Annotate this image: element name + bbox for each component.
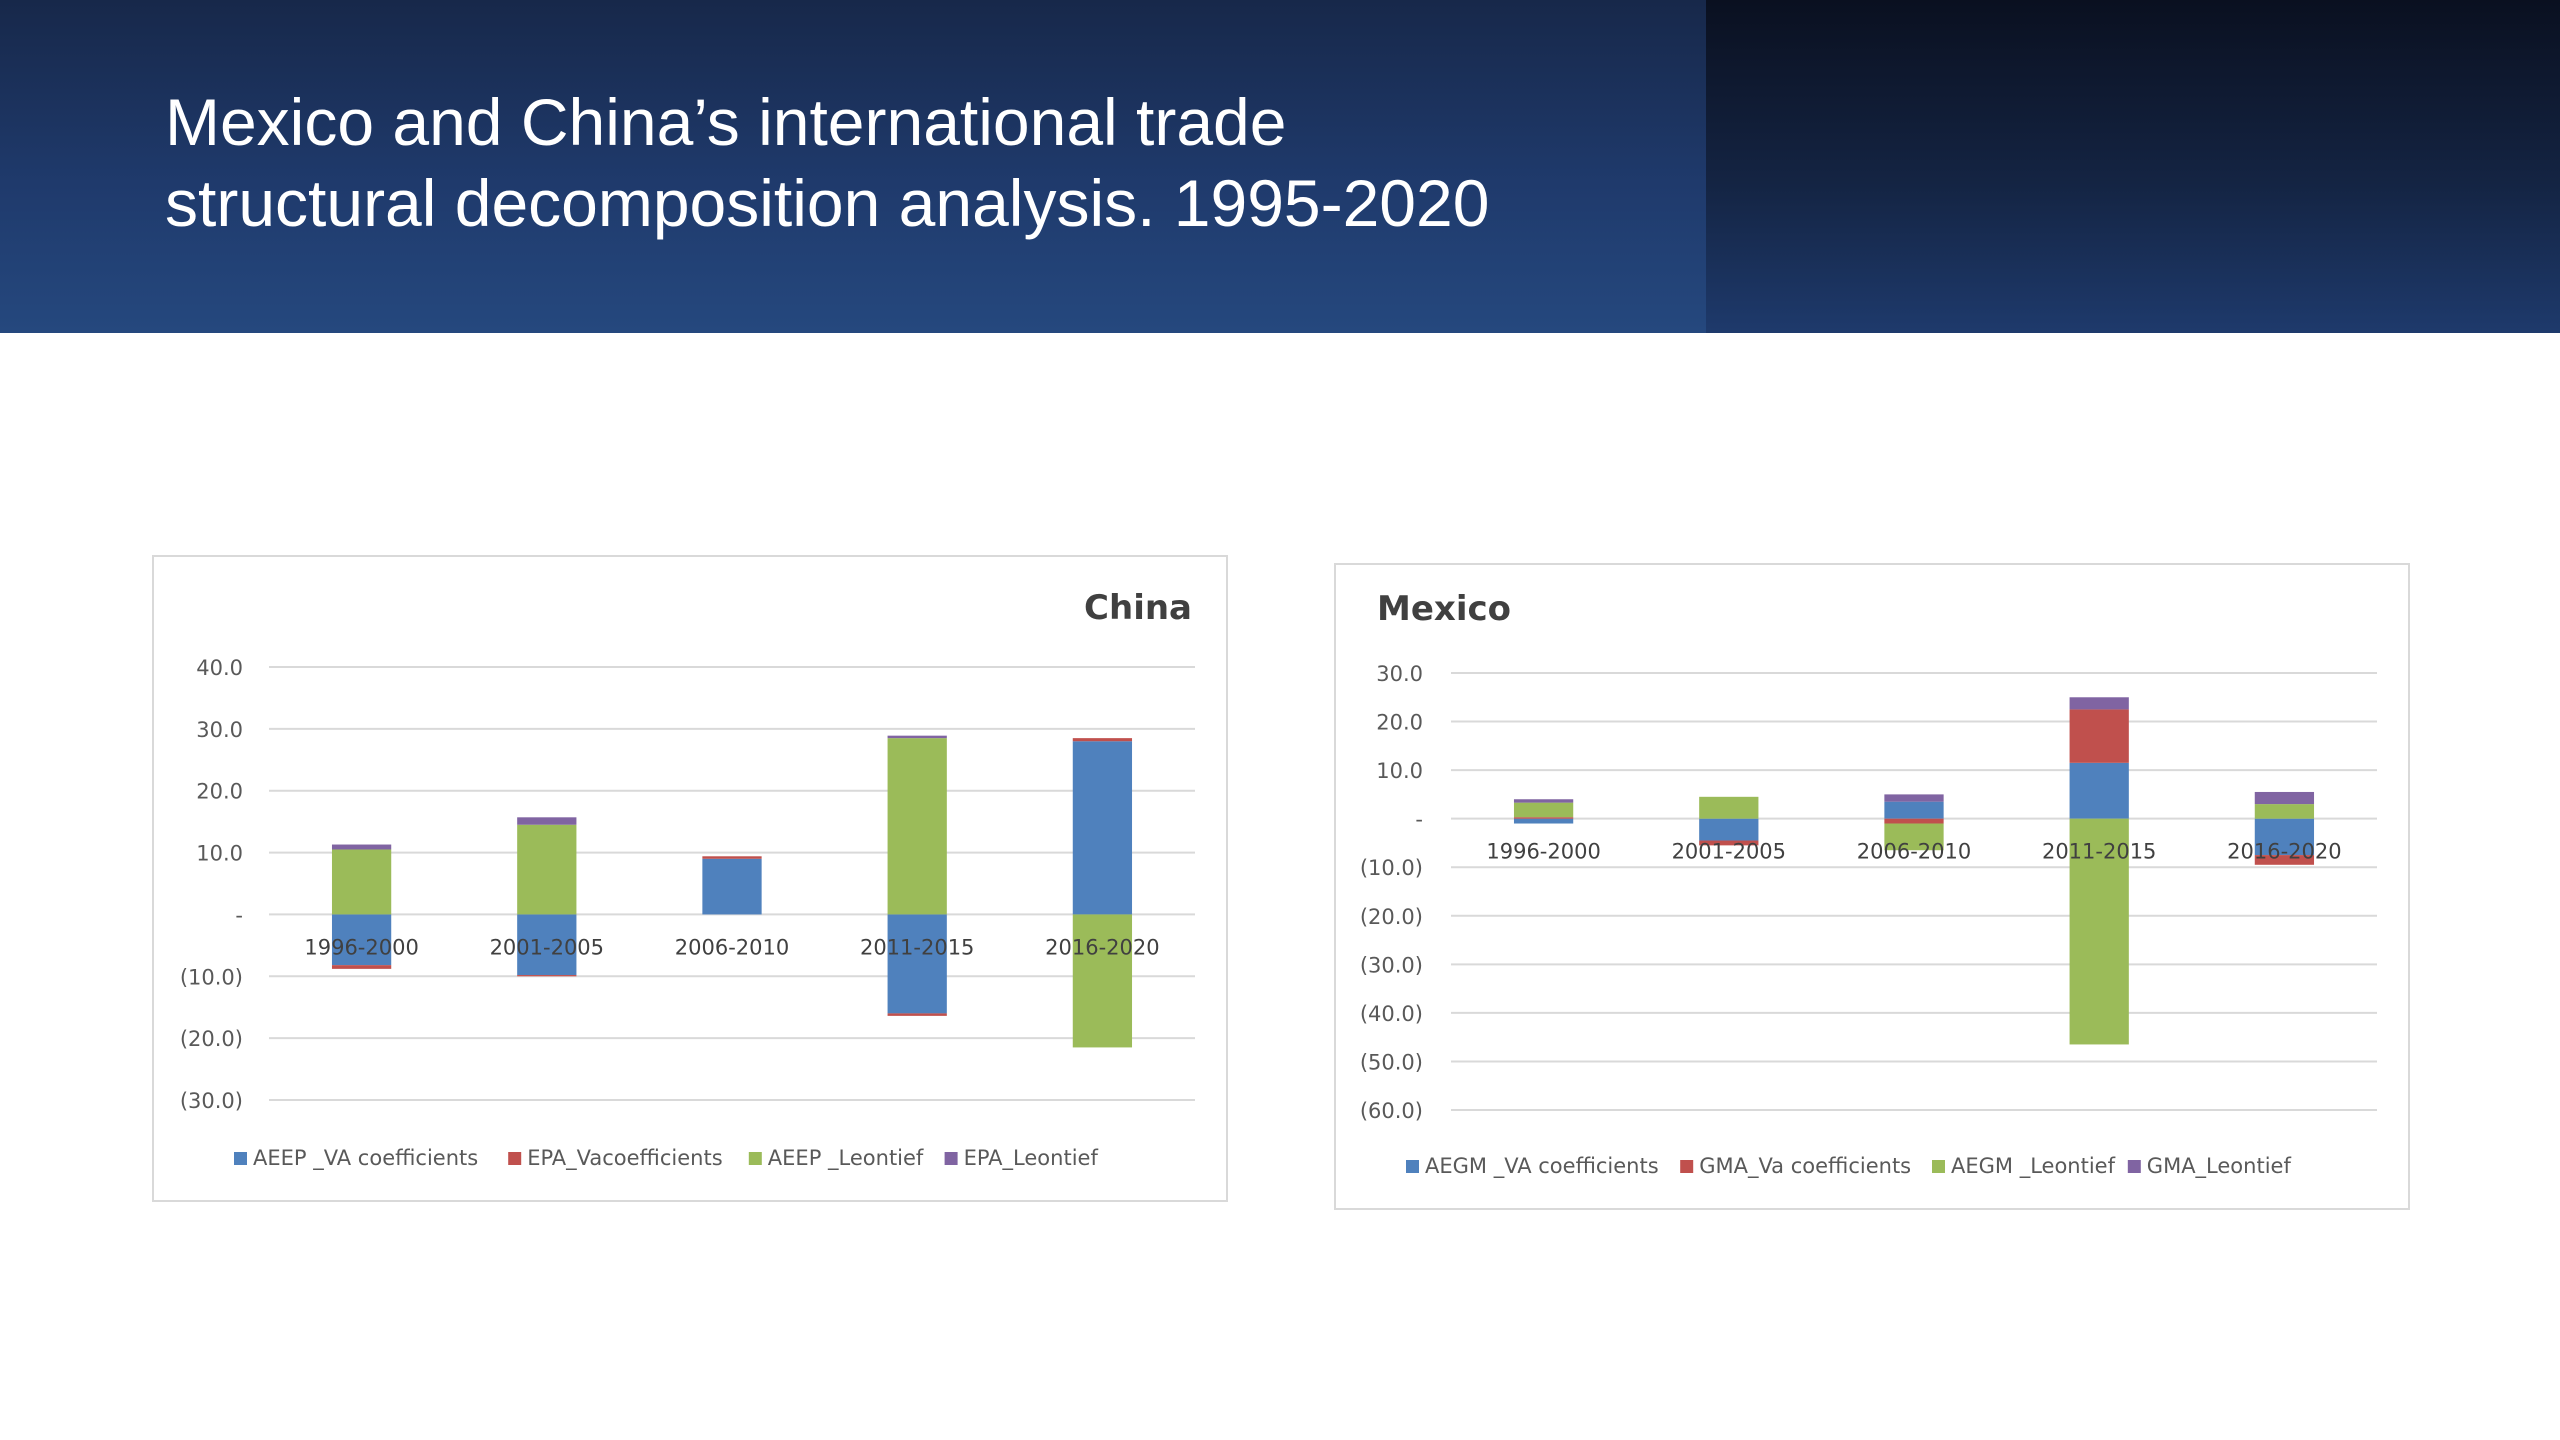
china-bar-2011-2015-epa-leontief bbox=[887, 735, 947, 739]
slide-title: Mexico and China’s international trade s… bbox=[165, 82, 1489, 244]
china-chart[interactable]: 40.0 30.0 20.0 10.0 - (10.0) (20.0) (30.0) 1996-… bbox=[152, 555, 1228, 1202]
mexico-bar-1996-2000-gma-leontief bbox=[1513, 799, 1574, 803]
mexico-bar-1996-2000-gma-va-coefficients bbox=[1513, 817, 1574, 819]
mexico-chart-svg: 30.0 20.0 10.0 - (10.0) (20.0) (30.0) (40.0) (50… bbox=[1360, 589, 2377, 1179]
china-legend-swatch-epa-leontief bbox=[944, 1152, 958, 1165]
mexico-bar-1996-2000-aegm-va-coefficients bbox=[1513, 818, 1574, 824]
china-x-tick-label: 1996-2000 bbox=[304, 935, 418, 959]
china-x-tick-label: 2001-2005 bbox=[490, 935, 604, 959]
china-legend-label: AEEP _Leontief bbox=[768, 1146, 924, 1171]
mexico-y-tick-label: - bbox=[1415, 808, 1423, 832]
china-x-tick-label: 2006-2010 bbox=[675, 935, 789, 959]
mexico-bar-2001-2005-aegm-va-coefficients bbox=[1699, 818, 1759, 841]
mexico-y-tick-label: 20.0 bbox=[1376, 711, 1423, 735]
mexico-x-tick-label: 2011-2015 bbox=[2042, 840, 2156, 864]
header-band-left bbox=[0, 0, 1706, 333]
mexico-legend-label: AEGM _Leontief bbox=[1951, 1154, 2116, 1179]
slide-title-line-2: structural decomposition analysis. 1995-… bbox=[165, 166, 1490, 240]
mexico-bar-2006-2010-aegm-va-coefficients bbox=[1884, 801, 1944, 819]
china-legend-label: EPA_Leontief bbox=[964, 1146, 1099, 1171]
china-y-tick-label: - bbox=[235, 903, 243, 927]
mexico-bar-2011-2015-aegm-va-coefficients bbox=[2069, 762, 2129, 819]
mexico-bar-2016-2020-aegm-leontief bbox=[2254, 804, 2315, 819]
china-bar-2011-2015-epa-vacoefficients bbox=[887, 1013, 947, 1016]
mexico-legend-swatch-gma-leontief bbox=[2127, 1160, 2141, 1173]
china-bar-1996-2000-epa-vacoefficients bbox=[331, 965, 392, 969]
slide-header: Mexico and China’s international trade s… bbox=[0, 0, 2560, 333]
china-bar-1996-2000-aeep-leontief bbox=[331, 849, 392, 915]
mexico-x-tick-label: 2016-2020 bbox=[2227, 840, 2341, 864]
china-y-tick-label: (10.0) bbox=[180, 965, 243, 989]
mexico-bar-2006-2010-aegm-leontief bbox=[1884, 823, 1944, 851]
china-bar-2016-2020-aeep-leontief bbox=[1072, 914, 1133, 1048]
mexico-bar-2006-2010-gma-va-coefficients bbox=[1884, 818, 1944, 824]
china-chart-title: China bbox=[1084, 588, 1192, 628]
china-bar-1996-2000-aeep-va-coefficients bbox=[331, 914, 392, 966]
mexico-bar-2011-2015-gma-leontief bbox=[2069, 697, 2129, 710]
china-legend-swatch-aeep-leontief bbox=[748, 1152, 762, 1165]
mexico-legend-label: AEGM _VA coefficients bbox=[1425, 1154, 1659, 1179]
china-bar-2006-2010-aeep-va-coefficients bbox=[702, 858, 762, 915]
china-legend-swatch-aeep-va-coefficients bbox=[234, 1152, 247, 1165]
china-x-tick-label: 2011-2015 bbox=[860, 935, 974, 959]
mexico-y-tick-label: (10.0) bbox=[1360, 856, 1423, 880]
china-bar-2001-2005-aeep-va-coefficients bbox=[517, 914, 577, 976]
mexico-x-tick-label: 1996-2000 bbox=[1486, 840, 1600, 864]
mexico-bar-2011-2015-gma-va-coefficients bbox=[2069, 709, 2129, 763]
china-bar-2016-2020-aeep-va-coefficients bbox=[1072, 741, 1133, 915]
mexico-legend-label: GMA_Leontief bbox=[2147, 1154, 2292, 1179]
mexico-bar-2016-2020-gma-leontief bbox=[2254, 791, 2315, 805]
china-bar-2016-2020-epa-vacoefficients bbox=[1072, 738, 1133, 742]
china-bar-2001-2005-aeep-leontief bbox=[517, 824, 577, 915]
mexico-bar-2001-2005-aegm-leontief bbox=[1699, 796, 1759, 819]
mexico-bar-1996-2000-aegm-leontief bbox=[1513, 802, 1574, 818]
china-chart-svg: 40.0 30.0 20.0 10.0 - (10.0) (20.0) (30.0) 1996-… bbox=[180, 588, 1195, 1171]
mexico-bar-2016-2020-aegm-va-coefficients bbox=[2254, 818, 2315, 856]
mexico-y-tick-label: 10.0 bbox=[1376, 759, 1423, 783]
mexico-bar-2011-2015-aegm-leontief bbox=[2069, 818, 2129, 1045]
mexico-y-tick-label: (40.0) bbox=[1360, 1002, 1423, 1026]
mexico-legend-swatch-aegm-va-coefficients bbox=[1406, 1160, 1419, 1173]
header-band-right bbox=[1706, 0, 2560, 333]
china-x-tick-label: 2016-2020 bbox=[1045, 935, 1159, 959]
china-legend-label: EPA_Vacoefficients bbox=[527, 1146, 722, 1171]
mexico-chart-title: Mexico bbox=[1377, 589, 1511, 629]
china-bar-2001-2005-epa-vacoefficients bbox=[517, 975, 577, 977]
mexico-y-tick-label: (50.0) bbox=[1360, 1050, 1423, 1074]
china-legend-swatch-epa-vacoefficients bbox=[508, 1152, 522, 1165]
mexico-chart[interactable]: 30.0 20.0 10.0 - (10.0) (20.0) (30.0) (40.0) (50… bbox=[1334, 563, 2410, 1210]
mexico-x-tick-label: 2006-2010 bbox=[1857, 840, 1971, 864]
china-bar-2011-2015-aeep-va-coefficients bbox=[887, 914, 947, 1014]
china-bar-1996-2000-epa-leontief bbox=[331, 844, 392, 850]
china-legend-label: AEEP _VA coefficients bbox=[253, 1146, 478, 1171]
china-y-tick-label: 40.0 bbox=[196, 656, 243, 680]
china-y-tick-label: 30.0 bbox=[196, 718, 243, 742]
mexico-legend-swatch-gma-va-coefficients bbox=[1680, 1160, 1694, 1173]
slide-title-line-1: Mexico and China’s international trade bbox=[165, 85, 1287, 159]
china-bar-2006-2010-epa-vacoefficients bbox=[702, 856, 762, 859]
china-bar-2001-2005-epa-leontief bbox=[517, 817, 577, 825]
china-bar-2011-2015-aeep-leontief bbox=[887, 738, 947, 915]
mexico-bar-2016-2020-gma-va-coefficients bbox=[2254, 855, 2315, 865]
china-y-tick-label: 10.0 bbox=[196, 842, 243, 866]
mexico-legend-swatch-aegm-leontief bbox=[1932, 1160, 1945, 1173]
mexico-bar-2006-2010-gma-leontief bbox=[1884, 794, 1944, 802]
china-y-tick-label: (30.0) bbox=[180, 1089, 243, 1113]
mexico-y-tick-label: 30.0 bbox=[1376, 662, 1423, 686]
mexico-bar-2001-2005-gma-va-coefficients bbox=[1699, 840, 1759, 846]
china-y-tick-label: 20.0 bbox=[196, 780, 243, 804]
china-y-tick-label: (20.0) bbox=[180, 1027, 243, 1051]
mexico-y-tick-label: (60.0) bbox=[1360, 1099, 1423, 1123]
mexico-y-tick-label: (20.0) bbox=[1360, 905, 1423, 929]
mexico-x-tick-label: 2001-2005 bbox=[1672, 840, 1786, 864]
mexico-y-tick-label: (30.0) bbox=[1360, 953, 1423, 977]
mexico-legend-label: GMA_Va coefficients bbox=[1699, 1154, 1911, 1179]
